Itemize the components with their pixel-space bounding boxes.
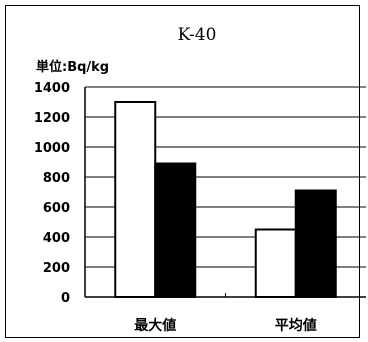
y-tick-label: 0 xyxy=(61,291,70,306)
category-labels: 最大値 平均値 xyxy=(134,317,317,334)
unit-label: 単位:Bq/kg xyxy=(36,59,109,75)
bar xyxy=(254,228,297,298)
bar xyxy=(154,162,197,298)
y-tick-label: 1400 xyxy=(34,81,70,96)
y-tick-label: 800 xyxy=(43,171,70,186)
axes xyxy=(84,87,366,298)
category-label: 平均値 xyxy=(275,317,317,334)
y-tick-label: 1000 xyxy=(34,141,70,156)
bars xyxy=(114,101,337,298)
y-tick-labels: 0 200 400 600 800 1000 1200 1400 xyxy=(34,81,70,306)
y-tick-label: 200 xyxy=(43,261,70,276)
bar xyxy=(114,101,157,298)
category-label: 最大値 xyxy=(134,317,176,334)
chart-title: K-40 xyxy=(178,25,217,45)
y-tick-label: 400 xyxy=(43,231,70,246)
y-tick-label: 600 xyxy=(43,201,70,216)
bar xyxy=(294,189,337,298)
y-tick-label: 1200 xyxy=(34,111,70,126)
